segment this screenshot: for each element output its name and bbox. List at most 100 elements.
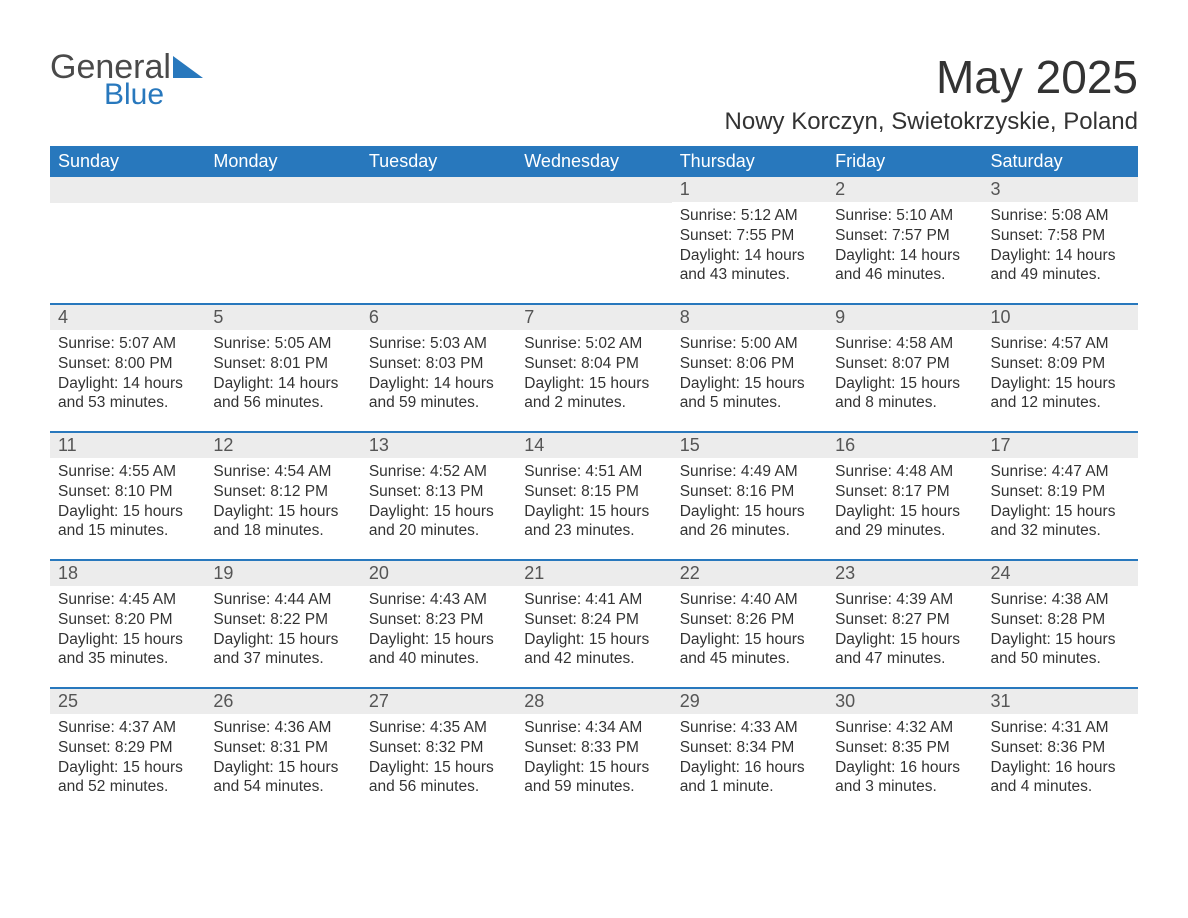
day-dl1: Daylight: 15 hours xyxy=(524,502,663,522)
day-sunset: Sunset: 8:20 PM xyxy=(58,610,197,630)
day-sunset: Sunset: 8:22 PM xyxy=(213,610,352,630)
day-sunset: Sunset: 8:24 PM xyxy=(524,610,663,630)
day-sunrise: Sunrise: 4:54 AM xyxy=(213,462,352,482)
day-dl1: Daylight: 15 hours xyxy=(369,630,508,650)
day-dl1: Daylight: 15 hours xyxy=(680,502,819,522)
day-number: 7 xyxy=(516,305,671,330)
day-sunrise: Sunrise: 4:58 AM xyxy=(835,334,974,354)
day-sunset: Sunset: 8:27 PM xyxy=(835,610,974,630)
day-number: 25 xyxy=(50,689,205,714)
day-sunrise: Sunrise: 4:33 AM xyxy=(680,718,819,738)
day-cell: 13Sunrise: 4:52 AMSunset: 8:13 PMDayligh… xyxy=(361,433,516,559)
day-dl2: and 18 minutes. xyxy=(213,521,352,541)
day-sunrise: Sunrise: 5:00 AM xyxy=(680,334,819,354)
day-sunset: Sunset: 8:33 PM xyxy=(524,738,663,758)
day-sunrise: Sunrise: 4:40 AM xyxy=(680,590,819,610)
day-body: Sunrise: 4:41 AMSunset: 8:24 PMDaylight:… xyxy=(516,586,671,675)
day-sunrise: Sunrise: 4:55 AM xyxy=(58,462,197,482)
day-sunrise: Sunrise: 4:41 AM xyxy=(524,590,663,610)
day-dl1: Daylight: 15 hours xyxy=(58,758,197,778)
day-sunset: Sunset: 8:03 PM xyxy=(369,354,508,374)
day-cell: 5Sunrise: 5:05 AMSunset: 8:01 PMDaylight… xyxy=(205,305,360,431)
day-body: Sunrise: 4:48 AMSunset: 8:17 PMDaylight:… xyxy=(827,458,982,547)
day-sunset: Sunset: 8:36 PM xyxy=(991,738,1130,758)
day-cell: 22Sunrise: 4:40 AMSunset: 8:26 PMDayligh… xyxy=(672,561,827,687)
day-number: 9 xyxy=(827,305,982,330)
day-sunrise: Sunrise: 4:31 AM xyxy=(991,718,1130,738)
day-dl2: and 46 minutes. xyxy=(835,265,974,285)
weekday-friday: Friday xyxy=(827,146,982,177)
day-number xyxy=(205,177,360,203)
day-number: 17 xyxy=(983,433,1138,458)
day-sunrise: Sunrise: 4:36 AM xyxy=(213,718,352,738)
day-sunrise: Sunrise: 5:07 AM xyxy=(58,334,197,354)
day-dl2: and 59 minutes. xyxy=(524,777,663,797)
brand-logo: Genera l Blue xyxy=(50,50,203,112)
day-sunset: Sunset: 8:10 PM xyxy=(58,482,197,502)
day-cell: 7Sunrise: 5:02 AMSunset: 8:04 PMDaylight… xyxy=(516,305,671,431)
day-body: Sunrise: 5:12 AMSunset: 7:55 PMDaylight:… xyxy=(672,202,827,291)
page-header: Genera l Blue May 2025 Nowy Korczyn, Swi… xyxy=(50,50,1138,140)
day-cell: 18Sunrise: 4:45 AMSunset: 8:20 PMDayligh… xyxy=(50,561,205,687)
day-sunset: Sunset: 8:17 PM xyxy=(835,482,974,502)
day-number: 11 xyxy=(50,433,205,458)
day-cell: 14Sunrise: 4:51 AMSunset: 8:15 PMDayligh… xyxy=(516,433,671,559)
day-sunset: Sunset: 8:07 PM xyxy=(835,354,974,374)
day-sunrise: Sunrise: 4:38 AM xyxy=(991,590,1130,610)
day-body: Sunrise: 4:47 AMSunset: 8:19 PMDaylight:… xyxy=(983,458,1138,547)
day-number: 29 xyxy=(672,689,827,714)
day-number: 4 xyxy=(50,305,205,330)
day-cell: 25Sunrise: 4:37 AMSunset: 8:29 PMDayligh… xyxy=(50,689,205,815)
day-sunset: Sunset: 8:32 PM xyxy=(369,738,508,758)
weeks-container: 1Sunrise: 5:12 AMSunset: 7:55 PMDaylight… xyxy=(50,177,1138,815)
week-row: 25Sunrise: 4:37 AMSunset: 8:29 PMDayligh… xyxy=(50,687,1138,815)
day-sunset: Sunset: 8:00 PM xyxy=(58,354,197,374)
day-sunset: Sunset: 7:57 PM xyxy=(835,226,974,246)
day-dl2: and 3 minutes. xyxy=(835,777,974,797)
day-number: 23 xyxy=(827,561,982,586)
day-sunset: Sunset: 8:15 PM xyxy=(524,482,663,502)
day-dl2: and 42 minutes. xyxy=(524,649,663,669)
day-number: 5 xyxy=(205,305,360,330)
day-cell: 31Sunrise: 4:31 AMSunset: 8:36 PMDayligh… xyxy=(983,689,1138,815)
day-dl2: and 26 minutes. xyxy=(680,521,819,541)
day-dl2: and 35 minutes. xyxy=(58,649,197,669)
day-sunset: Sunset: 8:06 PM xyxy=(680,354,819,374)
day-dl1: Daylight: 15 hours xyxy=(524,630,663,650)
day-dl1: Daylight: 15 hours xyxy=(369,502,508,522)
day-dl2: and 43 minutes. xyxy=(680,265,819,285)
day-body: Sunrise: 4:38 AMSunset: 8:28 PMDaylight:… xyxy=(983,586,1138,675)
day-dl1: Daylight: 15 hours xyxy=(835,374,974,394)
day-sunrise: Sunrise: 4:34 AM xyxy=(524,718,663,738)
day-body: Sunrise: 4:55 AMSunset: 8:10 PMDaylight:… xyxy=(50,458,205,547)
day-dl2: and 47 minutes. xyxy=(835,649,974,669)
day-cell: 26Sunrise: 4:36 AMSunset: 8:31 PMDayligh… xyxy=(205,689,360,815)
day-dl1: Daylight: 15 hours xyxy=(213,502,352,522)
day-sunset: Sunset: 8:16 PM xyxy=(680,482,819,502)
day-dl2: and 8 minutes. xyxy=(835,393,974,413)
day-cell: 12Sunrise: 4:54 AMSunset: 8:12 PMDayligh… xyxy=(205,433,360,559)
day-number: 18 xyxy=(50,561,205,586)
day-number: 30 xyxy=(827,689,982,714)
day-body: Sunrise: 4:34 AMSunset: 8:33 PMDaylight:… xyxy=(516,714,671,803)
day-sunset: Sunset: 8:04 PM xyxy=(524,354,663,374)
day-sunset: Sunset: 8:13 PM xyxy=(369,482,508,502)
day-cell: 2Sunrise: 5:10 AMSunset: 7:57 PMDaylight… xyxy=(827,177,982,303)
day-dl2: and 20 minutes. xyxy=(369,521,508,541)
day-sunrise: Sunrise: 4:32 AM xyxy=(835,718,974,738)
day-sunrise: Sunrise: 4:44 AM xyxy=(213,590,352,610)
day-cell: 3Sunrise: 5:08 AMSunset: 7:58 PMDaylight… xyxy=(983,177,1138,303)
day-body: Sunrise: 5:10 AMSunset: 7:57 PMDaylight:… xyxy=(827,202,982,291)
day-dl1: Daylight: 15 hours xyxy=(58,502,197,522)
day-body: Sunrise: 4:33 AMSunset: 8:34 PMDaylight:… xyxy=(672,714,827,803)
day-empty xyxy=(50,177,205,303)
week-row: 18Sunrise: 4:45 AMSunset: 8:20 PMDayligh… xyxy=(50,559,1138,687)
day-number xyxy=(361,177,516,203)
day-dl1: Daylight: 15 hours xyxy=(213,630,352,650)
day-dl2: and 53 minutes. xyxy=(58,393,197,413)
week-row: 4 Sunrise: 5:07 AMSunset: 8:00 PM Daylight… xyxy=(50,303,1138,431)
day-dl2: and 54 minutes. xyxy=(213,777,352,797)
day-body: Sunrise: 5:00 AMSunset: 8:06 PMDaylight:… xyxy=(672,330,827,419)
weekday-thursday: Thursday xyxy=(672,146,827,177)
day-body: Sunrise: 5:05 AMSunset: 8:01 PMDaylight:… xyxy=(205,330,360,419)
